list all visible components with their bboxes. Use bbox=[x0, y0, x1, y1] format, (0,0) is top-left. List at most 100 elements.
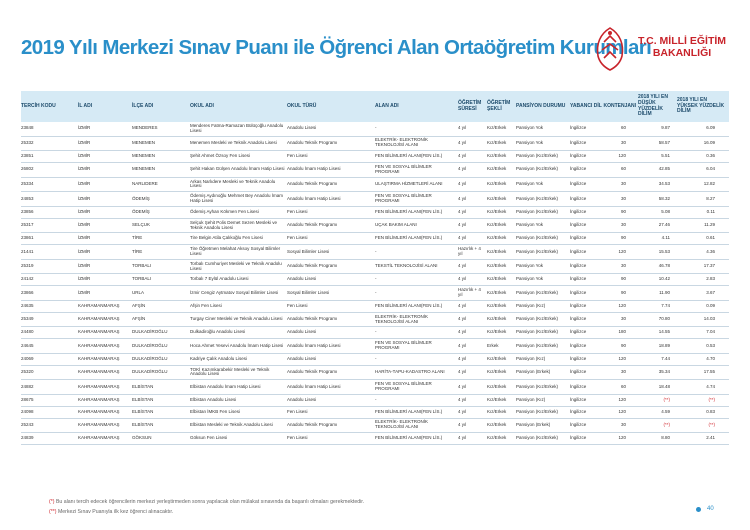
table-cell: 4 yıl bbox=[458, 125, 467, 131]
table-cell: 23851 bbox=[21, 153, 34, 159]
table-cell: İZMİR bbox=[78, 263, 91, 269]
table-cell: 4 yıl bbox=[458, 263, 467, 269]
ministry-name: T.C. MİLLİ EĞİTİM BAKANLIĞI bbox=[630, 35, 734, 59]
table-cell: Anadolu Teknik Programı bbox=[287, 181, 338, 186]
column-header: OKUL TÜRÜ bbox=[287, 102, 317, 109]
table-cell: Anadolu İmam Hatip Lisesi bbox=[287, 342, 341, 348]
table-cell: İZMİR bbox=[78, 289, 91, 295]
column-header: ÖĞRETİM ŞEKLİ bbox=[487, 99, 511, 112]
table-cell: KAHRAMANMARAŞ bbox=[78, 435, 120, 441]
table-cell: İngilizce bbox=[570, 166, 587, 172]
table-cell: KAHRAMANMARAŞ bbox=[78, 421, 120, 427]
table-cell: Kız/Erkek bbox=[487, 316, 507, 322]
table-cell: 30 bbox=[620, 421, 626, 427]
table-cell: İngilizce bbox=[570, 235, 587, 241]
table-cell: 4 yıl bbox=[458, 316, 467, 322]
table-cell: 0.36 bbox=[706, 153, 715, 159]
table-cell: AFŞİN bbox=[132, 302, 146, 308]
table-cell: Kız/Erkek bbox=[487, 421, 507, 427]
table-cell: 120 bbox=[618, 355, 626, 361]
table-cell: MENEMEN bbox=[132, 166, 156, 172]
table-cell: 90 bbox=[620, 289, 626, 295]
table-cell: 3.67 bbox=[706, 289, 715, 295]
table-cell: 35.34 bbox=[658, 369, 670, 374]
table-cell: KAHRAMANMARAŞ bbox=[78, 355, 120, 361]
table-cell: FEN BİLİMLERİ ALANI(FEN LİS.) bbox=[375, 408, 443, 414]
table-cell: İngilizce bbox=[570, 208, 587, 214]
table-cell: Anadolu Teknik Programı bbox=[287, 316, 338, 322]
table-cell: İngilizce bbox=[570, 383, 587, 389]
table-cell: Kız/Erkek bbox=[487, 302, 507, 308]
table-cell: Pansiyon Yok bbox=[516, 276, 544, 282]
table-cell: 27.46 bbox=[658, 222, 670, 228]
table-cell: 4 yıl bbox=[458, 208, 467, 214]
table-cell: 25349 bbox=[21, 316, 34, 322]
table-cell: Ödemiş Ayhan Kökmen Fen Lisesi bbox=[190, 208, 259, 214]
table-cell: Pansiyon (Kız/Erkek) bbox=[516, 329, 559, 335]
table-cell: Pansiyon (Kız) bbox=[516, 302, 546, 308]
table-cell: İngilizce bbox=[570, 289, 587, 295]
table-cell: 30 bbox=[620, 222, 626, 228]
table-cell: ULAŞTIRMA HİZMETLERİ ALANI bbox=[375, 181, 443, 186]
table-cell: 2.41 bbox=[706, 435, 715, 441]
table-row: 24635 KAHRAMANMARAŞ AFŞİN Afşin Fen Lisesi F… bbox=[21, 301, 729, 313]
table-cell: DULKADİROĞLU bbox=[132, 342, 168, 348]
table-cell: ELBİSTAN bbox=[132, 383, 154, 389]
table-cell: KAHRAMANMARAŞ bbox=[78, 302, 120, 308]
table-cell: Anadolu Lisesi bbox=[287, 276, 317, 282]
table-cell: Fen Lisesi bbox=[287, 235, 308, 241]
table-cell: FEN BİLİMLERİ ALANI(FEN LİS.) bbox=[375, 235, 443, 241]
column-header: İL ADI bbox=[78, 102, 93, 109]
table-cell: 4 yıl bbox=[458, 235, 467, 241]
table-cell: 4 yıl bbox=[458, 276, 467, 282]
table-cell: İZMİR bbox=[78, 222, 91, 228]
table-cell: TİRE bbox=[132, 248, 143, 254]
table-cell: 60 bbox=[620, 166, 626, 172]
table-cell: Pansiyon (Kız/Erkek) bbox=[516, 195, 559, 201]
table-cell: 60 bbox=[620, 383, 626, 389]
table-cell: 4 yıl bbox=[458, 421, 467, 427]
page-dot-icon bbox=[696, 507, 701, 512]
table-cell: 21441 bbox=[21, 248, 34, 254]
table-cell: HARİTA-TAPU-KADASTRO ALANI bbox=[375, 369, 445, 374]
table-cell: Pansiyon Yok bbox=[516, 125, 544, 131]
table-cell: İngilizce bbox=[570, 139, 587, 145]
table-cell: FEN VE SOSYAL BİLİMLER PROGRAMI bbox=[375, 163, 432, 174]
table-cell: Pansiyon Yok bbox=[516, 222, 544, 228]
table-cell: 0.53 bbox=[706, 342, 715, 348]
table-cell: 0.09 bbox=[706, 302, 715, 308]
table-cell: İZMİR bbox=[78, 276, 91, 282]
table-cell: 120 bbox=[618, 302, 626, 308]
table-cell: Kız/Erkek bbox=[487, 435, 507, 441]
table-cell: İngilizce bbox=[570, 153, 587, 159]
page-title: 2019 Yılı Merkezi Sınav Puanı ile Öğrenc… bbox=[21, 36, 652, 59]
table-cell: ÖDEMİŞ bbox=[132, 208, 150, 214]
table-cell: Şehit Ahmet Özsoy Fen Lisesi bbox=[190, 153, 251, 159]
table-cell: İngilizce bbox=[570, 181, 587, 186]
table-cell: (**) bbox=[708, 396, 716, 402]
column-header: İLÇE ADI bbox=[132, 102, 154, 109]
table-cell: - bbox=[375, 248, 377, 254]
table-cell: Pansiyon (Kız/Erkek) bbox=[516, 166, 559, 172]
table-cell: 23856 bbox=[21, 208, 34, 214]
table-cell: İngilizce bbox=[570, 396, 587, 402]
table-cell: Anadolu Teknik Programı bbox=[287, 263, 338, 269]
table-cell: 4.36 bbox=[706, 248, 715, 254]
table-cell: Kız/Erkek bbox=[487, 153, 507, 159]
table-cell: FEN VE SOSYAL BİLİMLER PROGRAMI bbox=[375, 193, 432, 204]
column-header: TERCİH KODU bbox=[21, 102, 56, 109]
table-cell: MENEMEN bbox=[132, 153, 156, 159]
table-cell: Kız/Erkek bbox=[487, 329, 507, 335]
table-cell: Torbalı Cumhuriyet Mesleki ve Teknik Ana… bbox=[190, 260, 282, 271]
table-cell: 4.70 bbox=[706, 355, 715, 361]
table-cell: (**) bbox=[708, 421, 716, 427]
table-cell: 18.89 bbox=[658, 342, 670, 348]
table-cell: Kız/Erkek bbox=[487, 396, 507, 402]
schools-table: TERCİH KODU İL ADI İLÇE ADI OKUL ADI OKUL TÜ… bbox=[21, 91, 729, 446]
table-cell: 25317 bbox=[21, 222, 34, 228]
table-cell: 5.08 bbox=[661, 208, 670, 214]
table-cell: TEKSTİL TEKNOLOJİSİ ALANI bbox=[375, 263, 438, 269]
table-row: 23848 İZMİR MENDERES Menderes Fatma-Ramazan… bbox=[21, 122, 729, 137]
table-cell: 30 bbox=[620, 181, 626, 186]
table-cell: 24098 bbox=[21, 408, 34, 414]
